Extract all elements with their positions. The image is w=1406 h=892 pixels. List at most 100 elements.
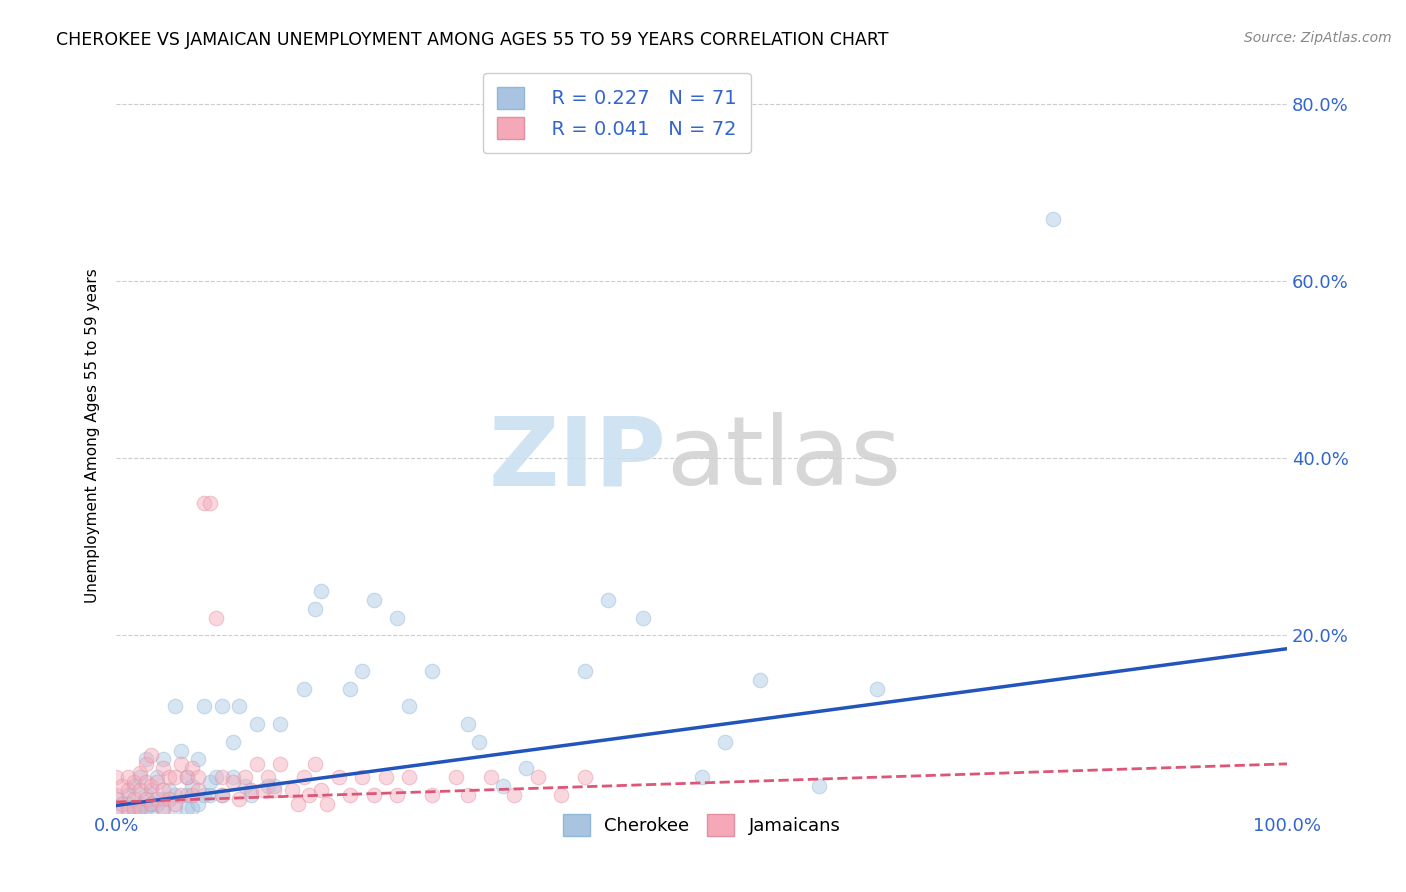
Point — [352, 664, 374, 678]
Point — [239, 788, 262, 802]
Point — [111, 797, 134, 811]
Point — [211, 788, 233, 802]
Point — [146, 774, 169, 789]
Point — [176, 788, 198, 802]
Point — [122, 779, 145, 793]
Point — [146, 792, 169, 806]
Point — [211, 788, 233, 802]
Point — [128, 783, 150, 797]
Point — [141, 797, 163, 811]
Point — [163, 788, 186, 802]
Point — [574, 770, 596, 784]
Point — [387, 788, 409, 802]
Point — [550, 788, 572, 802]
Point — [281, 783, 304, 797]
Point — [457, 717, 479, 731]
Point — [181, 788, 204, 802]
Point — [228, 699, 250, 714]
Point — [117, 797, 139, 811]
Legend: Cherokee, Jamaicans: Cherokee, Jamaicans — [554, 805, 849, 845]
Point — [163, 770, 186, 784]
Point — [309, 584, 332, 599]
Point — [444, 770, 467, 784]
Point — [117, 788, 139, 802]
Point — [122, 774, 145, 789]
Point — [257, 779, 280, 793]
Point — [204, 770, 226, 784]
Point — [198, 788, 221, 802]
Point — [128, 801, 150, 815]
Point — [468, 735, 491, 749]
Point — [163, 797, 186, 811]
Point — [287, 797, 309, 811]
Point — [298, 788, 321, 802]
Y-axis label: Unemployment Among Ages 55 to 59 years: Unemployment Among Ages 55 to 59 years — [86, 268, 100, 604]
Point — [503, 788, 526, 802]
Point — [198, 774, 221, 789]
Point — [152, 752, 174, 766]
Point — [479, 770, 502, 784]
Text: atlas: atlas — [666, 412, 901, 505]
Point — [374, 770, 396, 784]
Point — [128, 765, 150, 780]
Point — [363, 593, 385, 607]
Point — [135, 752, 157, 766]
Point — [204, 610, 226, 624]
Point — [152, 801, 174, 815]
Point — [157, 783, 180, 797]
Point — [309, 783, 332, 797]
Text: CHEROKEE VS JAMAICAN UNEMPLOYMENT AMONG AGES 55 TO 59 YEARS CORRELATION CHART: CHEROKEE VS JAMAICAN UNEMPLOYMENT AMONG … — [56, 31, 889, 49]
Point — [135, 788, 157, 802]
Text: ZIP: ZIP — [489, 412, 666, 505]
Point — [105, 792, 128, 806]
Point — [117, 801, 139, 815]
Point — [690, 770, 713, 784]
Point — [228, 792, 250, 806]
Point — [146, 770, 169, 784]
Point — [135, 792, 157, 806]
Point — [269, 717, 291, 731]
Point — [807, 779, 830, 793]
Point — [152, 801, 174, 815]
Point — [398, 770, 420, 784]
Point — [193, 699, 215, 714]
Point — [152, 783, 174, 797]
Point — [187, 797, 209, 811]
Point — [246, 756, 269, 771]
Point — [181, 801, 204, 815]
Point — [111, 779, 134, 793]
Point — [457, 788, 479, 802]
Point — [222, 770, 245, 784]
Point — [387, 610, 409, 624]
Point — [714, 735, 737, 749]
Point — [292, 770, 315, 784]
Point — [422, 664, 444, 678]
Point — [117, 783, 139, 797]
Point — [141, 797, 163, 811]
Point — [257, 770, 280, 784]
Point — [122, 801, 145, 815]
Point — [157, 770, 180, 784]
Point — [222, 735, 245, 749]
Point — [193, 495, 215, 509]
Point — [152, 761, 174, 775]
Point — [135, 801, 157, 815]
Point — [263, 783, 285, 797]
Point — [152, 792, 174, 806]
Point — [176, 770, 198, 784]
Point — [574, 664, 596, 678]
Point — [211, 699, 233, 714]
Point — [866, 681, 889, 696]
Point — [181, 779, 204, 793]
Point — [135, 756, 157, 771]
Point — [105, 801, 128, 815]
Point — [105, 801, 128, 815]
Point — [187, 770, 209, 784]
Point — [141, 783, 163, 797]
Point — [398, 699, 420, 714]
Point — [304, 602, 326, 616]
Point — [263, 779, 285, 793]
Point — [117, 801, 139, 815]
Point — [105, 788, 128, 802]
Point — [328, 770, 350, 784]
